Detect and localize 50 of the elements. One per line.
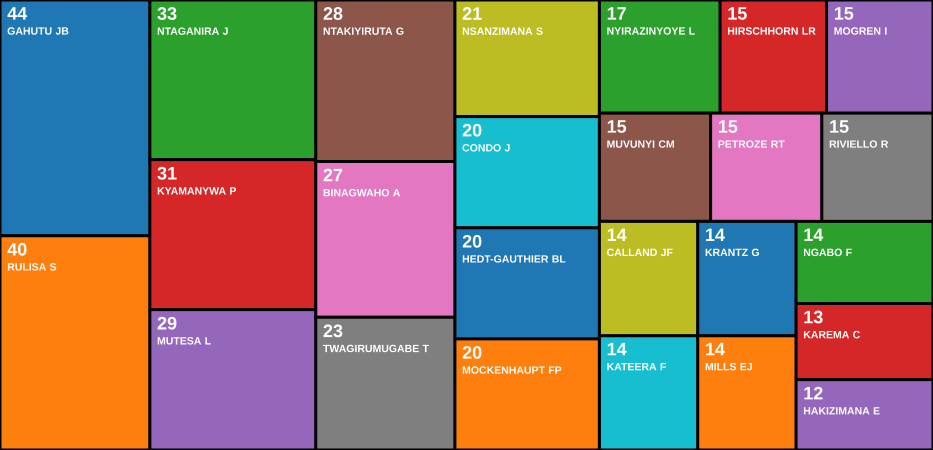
category-label: HEDT-GAUTHIER BL [462,255,566,263]
category-label: NTAGANIRA J [158,27,228,35]
category-label: RIVIELLO R [830,140,888,148]
data-label: 12 [804,386,823,400]
data-label: 17 [608,7,626,20]
data-label: 28 [324,7,342,20]
data-label: 15 [608,120,626,133]
data-label: 40 [7,242,26,256]
category-label: GAHUTU JB [8,27,68,35]
category-label: RULISA S [8,263,56,271]
data-label: 21 [462,7,482,20]
data-label: 29 [158,316,176,330]
data-label: 20 [462,346,482,359]
category-label: KYAMANYWA P [158,187,236,194]
data-label: 15 [830,120,849,133]
category-label: NGABO F [804,248,852,256]
data-label: 15 [718,120,738,133]
category-label: NYIRAZINYOYE L [607,27,695,35]
data-label: 15 [834,7,854,20]
data-label: 44 [7,7,28,20]
category-label: KATEERA F [607,363,666,370]
data-label: 14 [608,228,627,241]
data-label: 23 [324,324,342,338]
data-label: 20 [462,124,482,137]
data-label: 14 [706,342,725,356]
data-label: 13 [804,310,823,324]
category-label: NTAKIYIRUTA G [324,27,404,35]
category-label: MUTESA L [158,337,211,345]
data-label: 15 [728,7,747,20]
category-label: KRANTZ G [706,248,759,256]
category-label: NSANZIMANA S [462,27,543,35]
category-label: TWAGIRUMUGABE T [323,344,429,352]
category-label: PETROZE RT [718,140,785,148]
category-label: MILLS EJ [706,362,752,370]
category-label: KAREMA C [804,330,860,338]
data-label: 27 [324,168,342,182]
category-label: HAKIZIMANA E [804,407,880,414]
data-label: 33 [157,7,176,20]
data-label: 14 [706,228,725,241]
data-label: 31 [157,166,177,180]
category-label: MOCKENHAUPT FP [462,366,562,374]
category-label: MOGREN I [834,27,887,35]
data-label: 20 [462,234,482,248]
category-label: HIRSCHHORN LR [728,27,816,35]
data-label: 14 [804,228,824,241]
data-label: 14 [608,342,627,356]
category-label: CALLAND JF [607,248,673,256]
category-label: BINAGWAHO A [324,188,400,196]
category-label: MUVUNYI CM [607,140,674,148]
category-label: CONDO J [462,144,510,152]
